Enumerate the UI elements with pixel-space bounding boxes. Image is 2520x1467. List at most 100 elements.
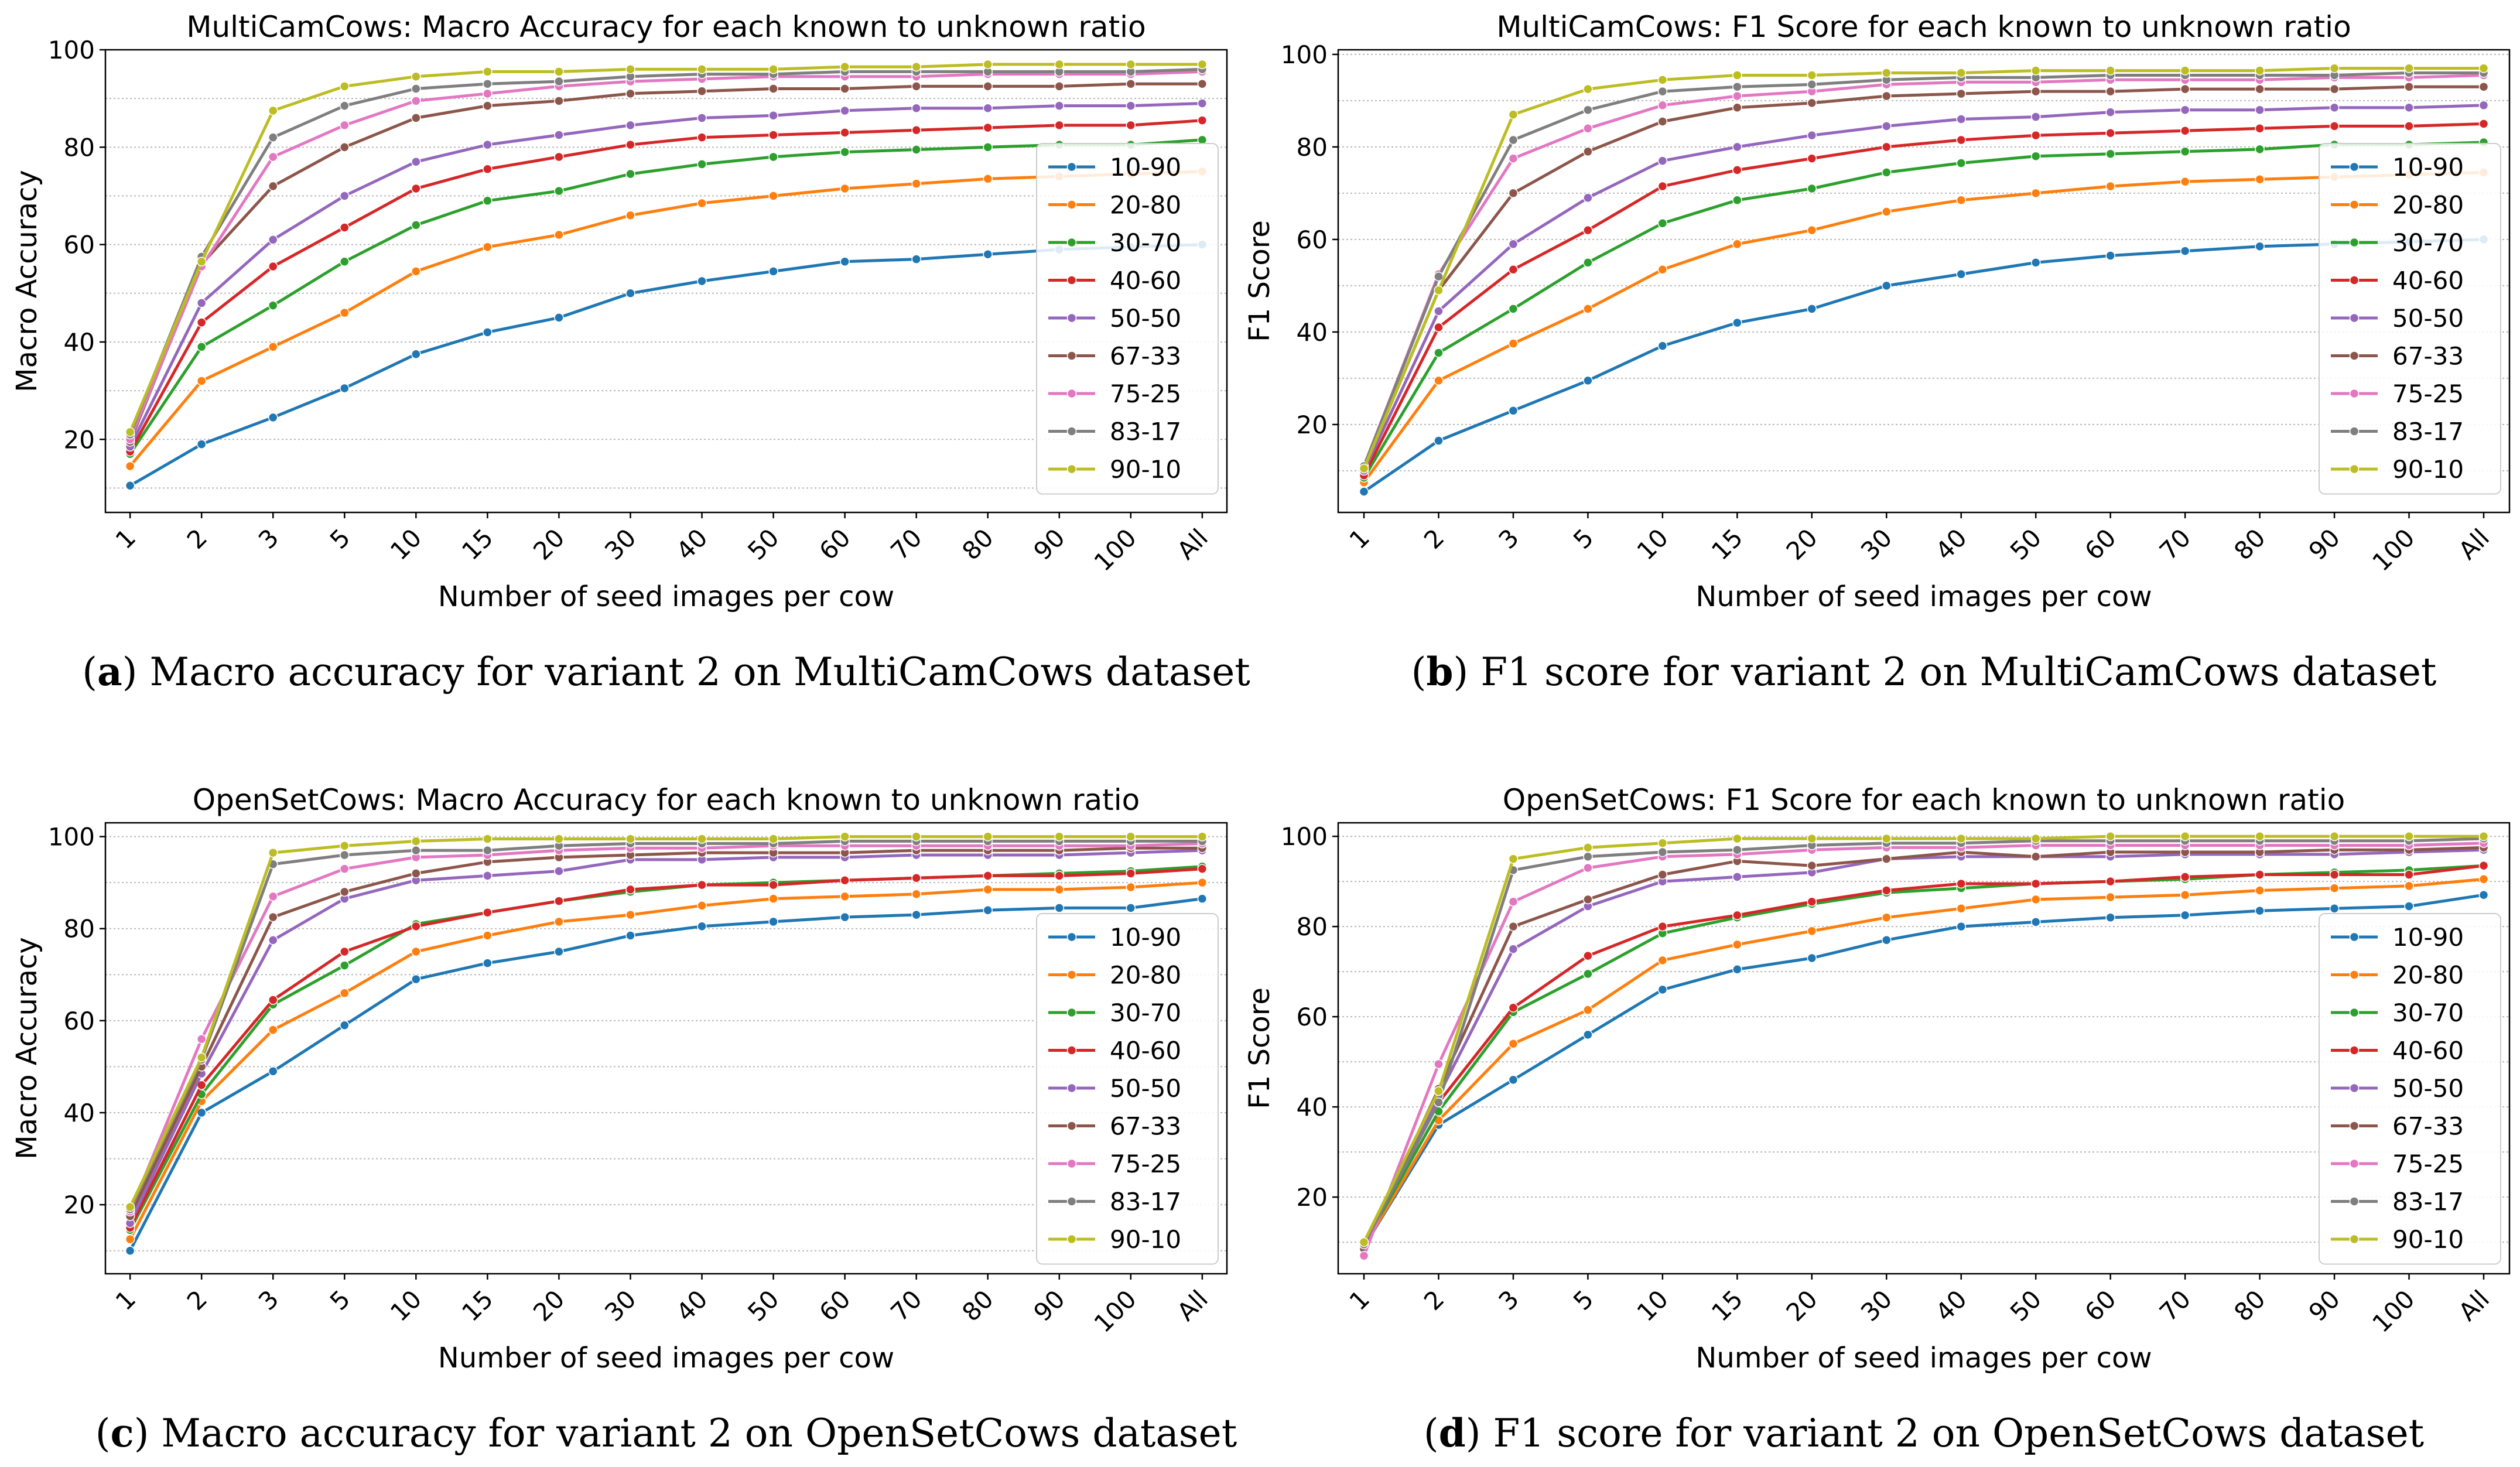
legend-box [1036, 143, 1219, 495]
data-point [1657, 921, 1668, 932]
data-point [1882, 91, 1892, 101]
series-line [1362, 85, 2484, 469]
data-point [2255, 241, 2265, 251]
legend-marker [1066, 464, 1077, 474]
legend-label: 20-80 [1110, 961, 1181, 990]
x-tick-label: 20 [1780, 523, 1823, 565]
data-point [1583, 863, 1593, 873]
legend-label: 83-17 [1110, 418, 1181, 446]
legend-marker [2349, 970, 2360, 980]
y-tick-label: 60 [1297, 225, 1328, 254]
data-point [1732, 102, 1742, 112]
data-point [1197, 98, 1208, 108]
legend-marker [2349, 1196, 2360, 1206]
data-point [840, 61, 850, 72]
data-point [1359, 1237, 1369, 1247]
data-point [2030, 86, 2041, 97]
data-point [483, 196, 493, 206]
data-point [1956, 195, 1966, 205]
data-point [554, 230, 564, 240]
data-point [1583, 258, 1593, 268]
data-point [1882, 833, 1892, 844]
data-point [983, 59, 993, 70]
data-point [768, 191, 778, 201]
data-point [2180, 831, 2190, 842]
caption-text: Macro accuracy for variant 2 on MultiCam… [149, 649, 1250, 695]
data-point [1583, 225, 1593, 235]
x-tick-label: 20 [1780, 1284, 1823, 1326]
series-line [1362, 67, 2484, 469]
x-tick-label: 70 [2154, 1284, 2196, 1326]
data-point [1054, 59, 1065, 70]
data-point [697, 198, 707, 208]
y-tick-label: 60 [64, 231, 95, 259]
data-point [340, 383, 350, 394]
series-line [128, 102, 1202, 447]
data-point [1054, 101, 1065, 111]
data-point [911, 832, 921, 842]
y-tick-label: 40 [64, 328, 95, 357]
data-point [1657, 341, 1668, 351]
legend-label: 20-80 [1110, 191, 1181, 220]
data-point [2404, 63, 2414, 73]
data-point [1732, 939, 1742, 950]
x-tick-label: 100 [2367, 1284, 2420, 1338]
data-point [1882, 121, 1892, 131]
data-point [411, 349, 421, 359]
caption-label: b [1426, 649, 1453, 695]
caption-text: Macro accuracy for variant 2 on OpenSetC… [161, 1411, 1237, 1456]
data-point [2478, 119, 2489, 129]
x-tick-label: 40 [1930, 1284, 1972, 1326]
data-point [1657, 156, 1668, 166]
data-point [1583, 146, 1593, 157]
data-point [1126, 59, 1136, 70]
data-point [2030, 894, 2041, 905]
legend-label: 30-70 [2392, 998, 2464, 1027]
legend-marker [1066, 162, 1077, 172]
legend-marker [1066, 313, 1077, 323]
data-point [1508, 897, 1519, 907]
data-point [411, 845, 421, 856]
y-tick-label: 60 [1297, 1003, 1328, 1031]
data-point [2255, 144, 2265, 155]
data-point [1657, 984, 1668, 995]
data-point [840, 875, 850, 885]
series-line [1362, 864, 2484, 1246]
data-point [768, 130, 778, 140]
x-tick-label: 10 [1631, 523, 1673, 565]
data-point [554, 96, 564, 106]
data-point [268, 412, 278, 423]
series-line [128, 63, 1202, 433]
x-axis-label: Number of seed images per cow [1695, 580, 2152, 613]
data-point [483, 871, 493, 881]
data-point [554, 896, 564, 906]
x-tick-label: 2 [1418, 523, 1450, 555]
legend-label: 90-10 [2392, 455, 2464, 484]
data-point [2030, 917, 2041, 927]
x-tick-label: 80 [956, 523, 999, 565]
series-line [128, 846, 1202, 1217]
x-tick-label: 15 [456, 1284, 498, 1326]
data-point [1508, 304, 1519, 314]
data-point [125, 427, 135, 437]
data-point [2255, 66, 2265, 76]
data-point [1732, 833, 1742, 844]
data-point [2478, 890, 2489, 900]
data-point [340, 887, 350, 897]
x-tick-label: 40 [671, 523, 713, 565]
x-tick-label: 60 [2079, 523, 2121, 565]
data-point [840, 183, 850, 194]
legend-marker [2349, 1045, 2360, 1055]
data-point [1126, 101, 1136, 111]
data-point [1434, 1059, 1444, 1069]
chart-panel-c: 20 40 60 80 100 1 2 3 5 10 15 20 30 40 50 60 70 80 90 100 Al… [11, 783, 1237, 1456]
data-point [2255, 885, 2265, 895]
series-line [129, 170, 1202, 467]
y-axis-label: F1 Score [1243, 220, 1276, 342]
y-axis-label: Macro Accuracy [11, 937, 43, 1160]
data-point [340, 191, 350, 201]
data-point [1126, 832, 1136, 842]
legend: 10-90 20-80 30-70 40-60 50-50 67-33 75-25 83-17… [1036, 913, 1219, 1265]
data-point [268, 261, 278, 272]
data-point [2105, 107, 2115, 117]
